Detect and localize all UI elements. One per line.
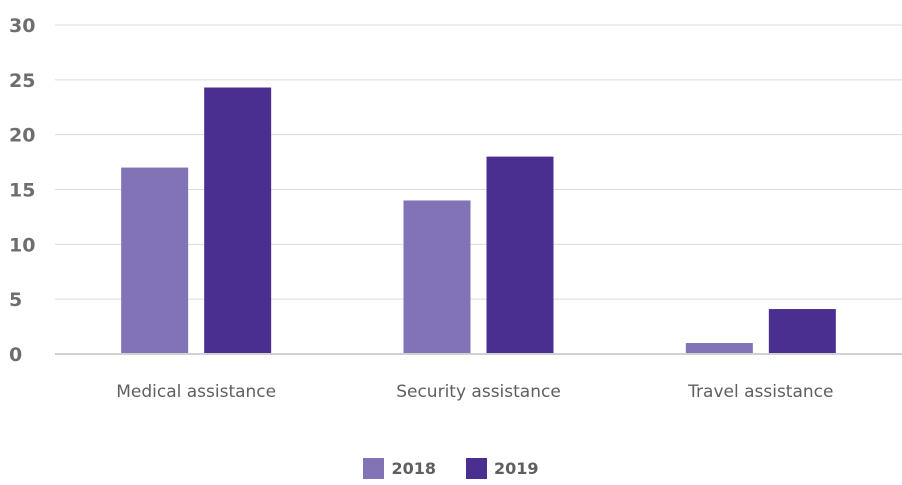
y-tick-label: 10 (9, 234, 35, 256)
legend-item-2019: 2019 (466, 458, 539, 479)
y-tick-label: 15 (9, 180, 35, 202)
x-tick-label: Travel assistance (687, 382, 833, 402)
legend-swatch-2019 (466, 458, 487, 479)
y-tick-label: 20 (9, 125, 35, 147)
bar-2018-medical-assistance (121, 167, 189, 354)
legend-swatch-2018 (363, 458, 385, 479)
bar-2018-travel-assistance (685, 343, 753, 354)
bars (121, 87, 836, 354)
y-axis-ticks: 0 5 10 15 20 25 30 (9, 15, 35, 366)
legend: 2018 2019 (0, 458, 902, 479)
x-tick-label: Medical assistance (116, 382, 276, 402)
legend-label-2019: 2019 (494, 459, 539, 478)
bar-2019-travel-assistance (768, 309, 836, 354)
y-tick-label: 0 (9, 344, 22, 366)
legend-label-2018: 2018 (391, 459, 436, 478)
y-tick-label: 30 (9, 15, 35, 37)
bar-2019-security-assistance (486, 156, 554, 354)
gridlines (55, 24, 902, 300)
bar-2018-security-assistance (403, 200, 471, 354)
legend-item-2018: 2018 (363, 458, 436, 479)
bar-chart: 0 5 10 15 20 25 30 Medical assistance Security … (9, 15, 902, 402)
bar-2019-medical-assistance (204, 87, 272, 354)
x-tick-label: Security assistance (396, 382, 561, 402)
y-tick-label: 25 (9, 70, 35, 92)
y-tick-label: 5 (9, 289, 22, 311)
x-axis-ticks: Medical assistance Security assistance Tra… (116, 382, 833, 402)
